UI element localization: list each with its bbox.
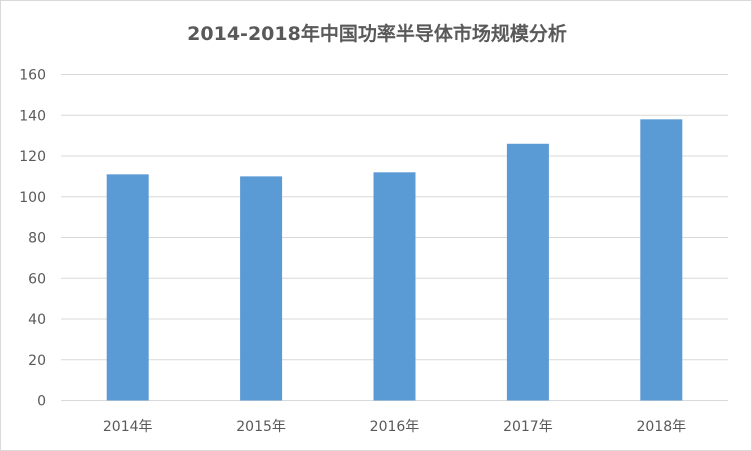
y-tick-label: 120 (19, 149, 46, 165)
y-tick-label: 40 (28, 312, 46, 328)
y-tick-label: 20 (28, 353, 46, 369)
bar-2015年 (240, 176, 283, 401)
x-tick-label: 2016年 (370, 419, 420, 435)
y-tick-label: 60 (28, 271, 46, 287)
y-tick-label: 100 (19, 190, 46, 206)
x-tick-label: 2015年 (236, 419, 286, 435)
x-tick-label: 2017年 (503, 419, 553, 435)
chart-title: 2014-2018年中国功率半导体市场规模分析 (187, 23, 567, 45)
bar-2017年 (506, 143, 549, 401)
y-tick-label: 160 (19, 68, 46, 84)
bar-2014年 (106, 174, 149, 401)
bar-2016年 (373, 172, 416, 401)
x-tick-label: 2014年 (103, 419, 153, 435)
y-tick-label: 80 (28, 231, 46, 247)
y-tick-label: 0 (37, 394, 46, 410)
y-tick-label: 140 (19, 108, 46, 124)
x-tick-label: 2018年 (636, 419, 686, 435)
bar-2018年 (640, 119, 683, 401)
